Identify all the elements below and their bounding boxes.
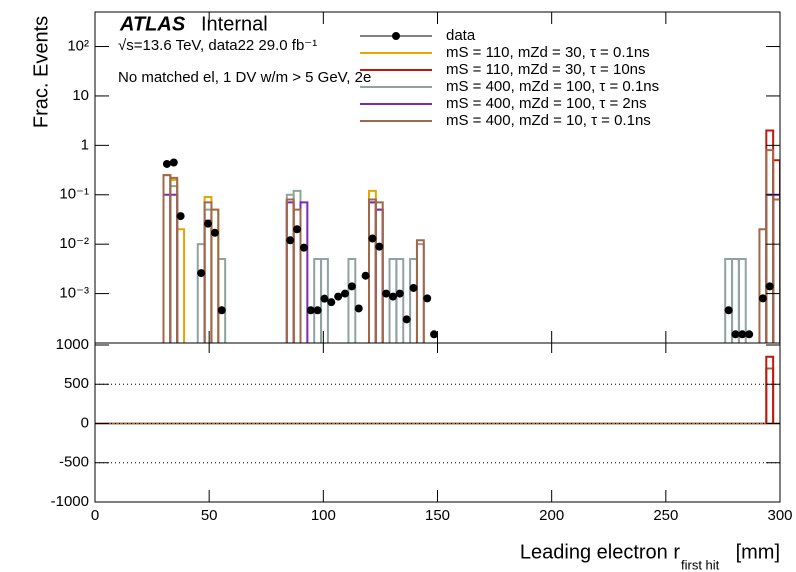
upper-plot [162,129,780,343]
histogram-bin [169,176,179,343]
data-point [738,330,747,339]
y-tick-label: 10² [67,38,89,55]
data-point [299,243,308,252]
data-point [286,236,295,245]
histogram-bin [374,201,384,343]
data-point [169,158,178,167]
data-point [745,330,754,339]
histogram-bin [347,258,357,343]
data-point [320,294,329,303]
y-axis-label: Frac. Events [30,16,52,128]
y-tick-label: 0 [81,414,89,431]
selection: No matched el, 1 DV w/m > 5 GeV, 2e [118,69,371,86]
x-tick-label: 300 [767,507,792,524]
data-point [758,294,767,303]
histogram-bin [415,239,425,343]
x-tick-label: 50 [201,507,218,524]
x-tick-label: 0 [91,507,99,524]
data-point [204,219,213,228]
legend-label: mS = 400, mZd = 100, τ = 2ns [446,95,647,112]
data-point [306,306,315,315]
histogram-bin [737,258,747,343]
lower-frame [94,342,781,503]
data-point [430,330,439,339]
data-point [162,159,171,168]
x-tick-label: 250 [653,507,678,524]
status-label: Internal [201,13,268,35]
x-axis-label-sub: first hit [681,557,720,572]
data-point [347,282,356,291]
data-point [375,242,384,251]
lower-plot [95,355,780,464]
histogram-bin [210,208,220,343]
x-tick-label: 150 [425,507,450,524]
data-point [334,292,343,301]
data-point [368,234,377,243]
axes: 10⁻³ 10⁻² 10⁻¹ 1 10 10² -1000 -500 0 500 1000 0 50 10… [51,12,793,524]
y-tick-label: 10⁻¹ [59,186,89,203]
data-point [176,212,185,221]
y-tick-label: 10 [72,87,89,104]
data-point [354,304,363,313]
subtitle: √s=13.6 TeV, data22 29.0 fb⁻¹ [118,37,317,54]
data-point [341,289,350,298]
legend-marker [392,32,400,40]
histogram-bin [292,208,302,343]
x-tick-label: 100 [311,507,336,524]
data-point [395,289,404,298]
y-tick-label: 1000 [56,336,89,353]
data-point [210,228,219,237]
data-point [313,306,322,315]
y-tick-label: 10⁻³ [59,285,89,302]
data-point [409,283,418,292]
y-tick-label: 1 [81,136,89,153]
data-point [293,225,302,234]
data-point [765,282,774,291]
data-point [217,306,226,315]
y-tick-label: 10⁻² [59,235,89,252]
data-point [382,289,391,298]
data-point [361,271,370,280]
data-point [197,269,206,278]
legend-label: mS = 400, mZd = 100, τ = 0.1ns [446,78,659,95]
y-tick-label: -500 [59,454,89,471]
data-point [724,306,733,315]
histogram-bin [395,258,405,343]
histogram-bin [772,198,780,343]
y-tick-label: 500 [64,375,89,392]
data-point [388,292,397,301]
data-point [402,315,411,324]
legend-label: mS = 110, mZd = 30, τ = 10ns [446,61,646,78]
atlas-label: ATLAS [119,13,186,35]
y-tick-label: -1000 [51,493,89,510]
data-point [423,294,432,303]
legend-label: mS = 400, mZd = 10, τ = 0.1ns [446,112,651,129]
x-axis-label: Leading electron r [520,541,680,563]
data-point [731,330,740,339]
x-axis-label-unit: [mm] [736,541,780,563]
histogram-bin [765,355,775,424]
data-point [327,298,336,307]
x-tick-label: 200 [539,507,564,524]
legend-label: data [446,27,476,44]
legend-label: mS = 110, mZd = 30, τ = 0.1ns [446,44,650,61]
